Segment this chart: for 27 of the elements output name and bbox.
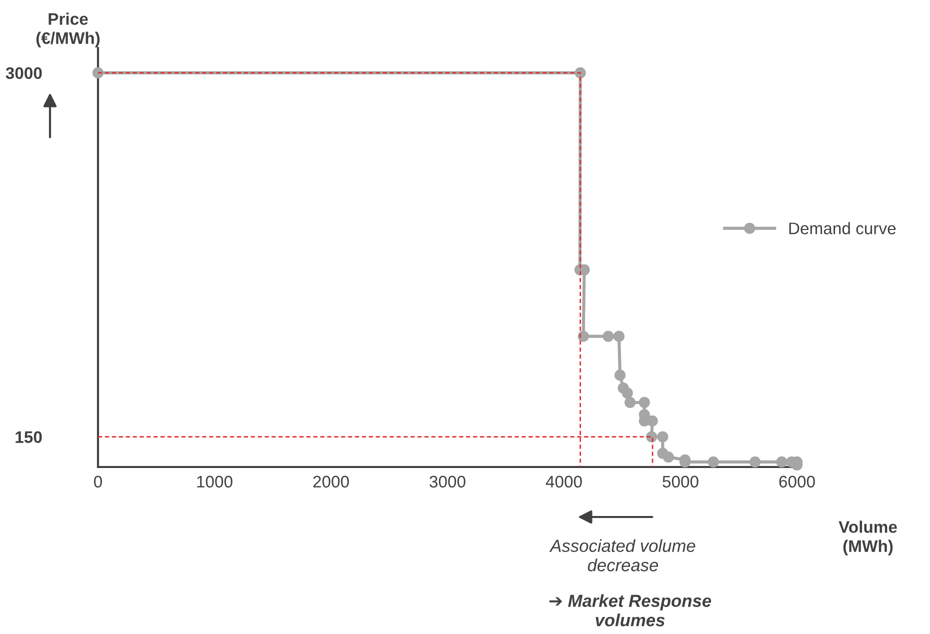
point bbox=[776, 456, 788, 468]
point bbox=[708, 456, 719, 468]
point bbox=[578, 330, 589, 342]
point bbox=[657, 431, 668, 442]
text: Associated volume decrease bbox=[549, 539, 696, 572]
point bbox=[662, 451, 674, 463]
point bbox=[638, 396, 650, 408]
x-tick-label: 1000 bbox=[197, 476, 232, 488]
x-tick-label: 0 bbox=[94, 476, 102, 488]
point bbox=[646, 415, 658, 426]
point bbox=[624, 396, 636, 408]
point bbox=[92, 67, 104, 78]
text: ➔ Market Response volumes bbox=[549, 594, 712, 626]
x-tick-label: 5000 bbox=[662, 476, 698, 488]
point bbox=[614, 370, 626, 381]
point bbox=[750, 456, 761, 468]
y-tick-label: 150 bbox=[16, 431, 42, 444]
y-axis-title: Price (€/MWh) bbox=[36, 12, 100, 48]
point bbox=[622, 388, 633, 399]
point bbox=[613, 330, 625, 342]
point bbox=[602, 330, 614, 342]
x-tick-label: 2000 bbox=[313, 476, 349, 488]
x-tick-label: 3000 bbox=[430, 476, 466, 488]
x-axis-title: Volume (MWh) bbox=[838, 520, 897, 556]
legend-label: Demand curve bbox=[789, 222, 896, 234]
x-tick-label: 6000 bbox=[779, 476, 815, 488]
x-tick-label: 4000 bbox=[546, 476, 582, 488]
